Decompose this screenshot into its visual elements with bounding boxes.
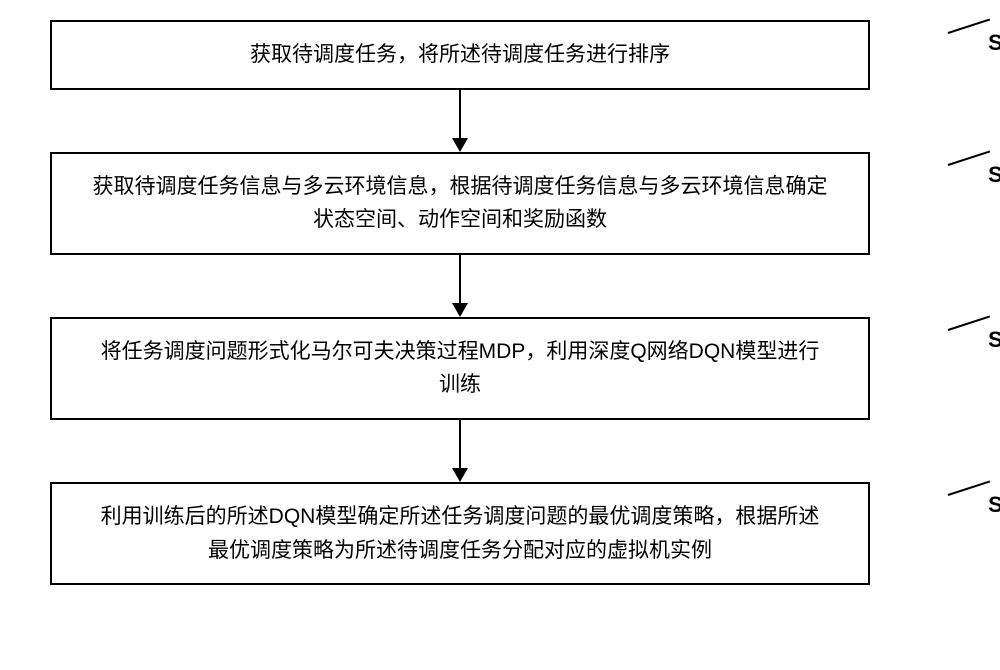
arrow-line [459, 90, 461, 140]
step-box: 将任务调度问题形式化马尔可夫决策过程MDP，利用深度Q网络DQN模型进行训练 [50, 317, 870, 420]
step-box: 利用训练后的所述DQN模型确定所述任务调度问题的最优调度策略，根据所述最优调度策… [50, 482, 870, 585]
step-label-s2: S2 [988, 162, 1000, 188]
flowchart-container: 获取待调度任务，将所述待调度任务进行排序 S1 获取待调度任务信息与多云环境信息… [50, 20, 950, 585]
step-s1: 获取待调度任务，将所述待调度任务进行排序 S1 [50, 20, 950, 90]
step-text: 获取待调度任务，将所述待调度任务进行排序 [250, 43, 670, 66]
step-box: 获取待调度任务信息与多云环境信息，根据待调度任务信息与多云环境信息确定状态空间、… [50, 152, 870, 255]
leader-line [948, 480, 990, 495]
step-label-s1: S1 [988, 30, 1000, 56]
arrow-head-icon [452, 468, 468, 482]
arrow-line [459, 255, 461, 305]
step-label-s4: S4 [988, 492, 1000, 518]
leader-line [948, 18, 990, 33]
arrow-line [459, 420, 461, 470]
arrow-s3-s4 [50, 420, 870, 482]
arrow-head-icon [452, 303, 468, 317]
step-s2: 获取待调度任务信息与多云环境信息，根据待调度任务信息与多云环境信息确定状态空间、… [50, 152, 950, 255]
step-text: 获取待调度任务信息与多云环境信息，根据待调度任务信息与多云环境信息确定状态空间、… [93, 175, 828, 232]
leader-line [948, 150, 990, 165]
step-s4: 利用训练后的所述DQN模型确定所述任务调度问题的最优调度策略，根据所述最优调度策… [50, 482, 950, 585]
step-text: 将任务调度问题形式化马尔可夫决策过程MDP，利用深度Q网络DQN模型进行训练 [101, 340, 820, 397]
arrow-s1-s2 [50, 90, 870, 152]
arrow-s2-s3 [50, 255, 870, 317]
arrow-head-icon [452, 138, 468, 152]
step-s3: 将任务调度问题形式化马尔可夫决策过程MDP，利用深度Q网络DQN模型进行训练 S… [50, 317, 950, 420]
leader-line [948, 315, 990, 330]
step-text: 利用训练后的所述DQN模型确定所述任务调度问题的最优调度策略，根据所述最优调度策… [101, 505, 820, 562]
step-box: 获取待调度任务，将所述待调度任务进行排序 [50, 20, 870, 90]
step-label-s3: S3 [988, 327, 1000, 353]
